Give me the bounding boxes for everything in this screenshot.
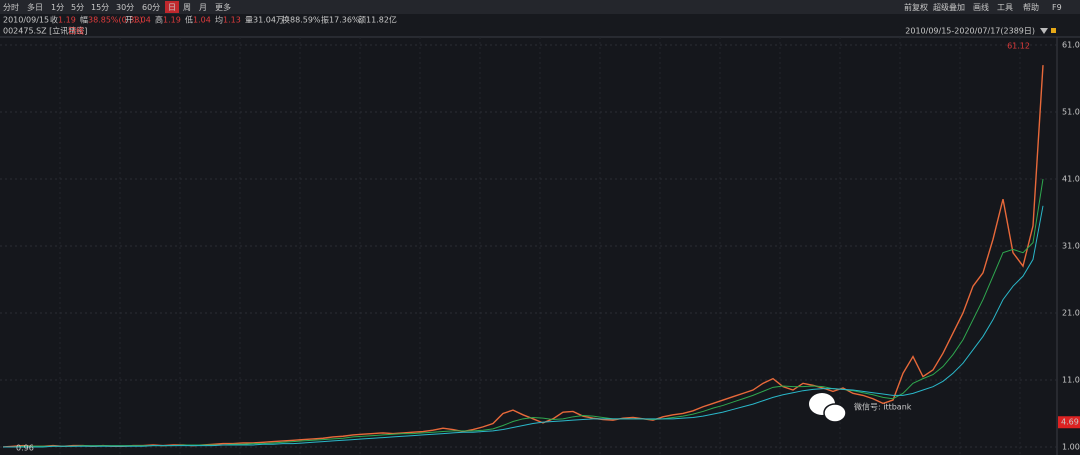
- info-label: 量: [245, 16, 253, 25]
- toolbar-button[interactable]: 多日: [27, 2, 43, 12]
- info-value: 1.19: [58, 16, 76, 25]
- info-value: 31.04万: [253, 16, 284, 25]
- stock-code: 002475.SZ [立讯精密]: [3, 26, 87, 36]
- y-tick-label: 31.00: [1062, 242, 1080, 251]
- toolbar-button[interactable]: 周: [183, 3, 191, 12]
- watermark: 微信号: ittbank: [854, 402, 912, 412]
- y-tick-label: 1.00: [1062, 442, 1080, 451]
- info-label: 收: [50, 15, 58, 25]
- info-label: 幅: [80, 15, 88, 25]
- price-line: [2, 65, 1044, 448]
- dropdown[interactable]: [1040, 28, 1048, 34]
- info-label: 高: [155, 15, 163, 25]
- info-value: 88.59%: [290, 16, 321, 25]
- info-label: 换: [282, 15, 290, 25]
- info-bar: [0, 14, 1080, 37]
- toolbar-button[interactable]: 更多: [215, 2, 231, 12]
- toolbar-button[interactable]: 工具: [997, 3, 1013, 12]
- info-value: 1.04: [133, 16, 151, 25]
- toolbar-button[interactable]: 30分: [116, 3, 134, 12]
- toolbar-button[interactable]: 5分: [71, 3, 84, 12]
- info-value: 1.04: [193, 16, 211, 25]
- wechat-icon: [823, 403, 847, 423]
- toolbar-button[interactable]: 60分: [142, 3, 160, 12]
- y-tick-label: 51.00: [1062, 108, 1080, 117]
- toolbar-button[interactable]: 15分: [91, 3, 109, 12]
- info-label: 开: [125, 16, 133, 25]
- low-label: 0.96: [16, 444, 34, 453]
- toolbar-button[interactable]: 前复权: [904, 2, 928, 12]
- marker: [1051, 28, 1056, 33]
- toolbar-button[interactable]: 1分: [51, 3, 64, 12]
- active-tab: [165, 1, 179, 13]
- info-label: 振: [321, 15, 329, 25]
- toolbar-button[interactable]: 日: [168, 3, 176, 12]
- info-value: 1.13: [223, 16, 241, 25]
- range-label: 2010/09/15-2020/07/17(2389日): [905, 27, 1035, 36]
- toolbar-button[interactable]: 月: [199, 3, 207, 12]
- y-tick-label: 21.00: [1062, 308, 1080, 317]
- info-label: 低: [185, 15, 193, 25]
- price-tag-label: 4.69: [1061, 418, 1079, 427]
- toolbar-button[interactable]: 画线: [973, 2, 989, 12]
- y-tick-label: 61.00: [1062, 41, 1080, 50]
- info-label: 额: [358, 15, 366, 25]
- price-tag: [1058, 416, 1080, 429]
- y-tick-label: 11.00: [1062, 375, 1080, 384]
- info-label: 均: [215, 15, 223, 25]
- toolbar-button[interactable]: F9: [1052, 3, 1062, 12]
- info-date: 2010/09/15: [3, 16, 49, 25]
- info-value: 38.85%(0.33): [88, 16, 143, 25]
- toolbar-button[interactable]: 分时: [3, 2, 19, 12]
- info-value: 17.36%: [329, 16, 360, 25]
- toolbar-button[interactable]: 帮助: [1023, 2, 1039, 12]
- info-value: 11.82亿: [366, 15, 397, 25]
- high-label: 61.12: [1007, 42, 1030, 51]
- y-tick-label: 41.00: [1062, 175, 1080, 184]
- toolbar-button[interactable]: 超级叠加: [933, 2, 965, 12]
- period: 日线: [68, 26, 84, 36]
- info-value: 1.19: [163, 16, 181, 25]
- toolbar: [0, 0, 1080, 14]
- price-line: [3, 205, 1044, 448]
